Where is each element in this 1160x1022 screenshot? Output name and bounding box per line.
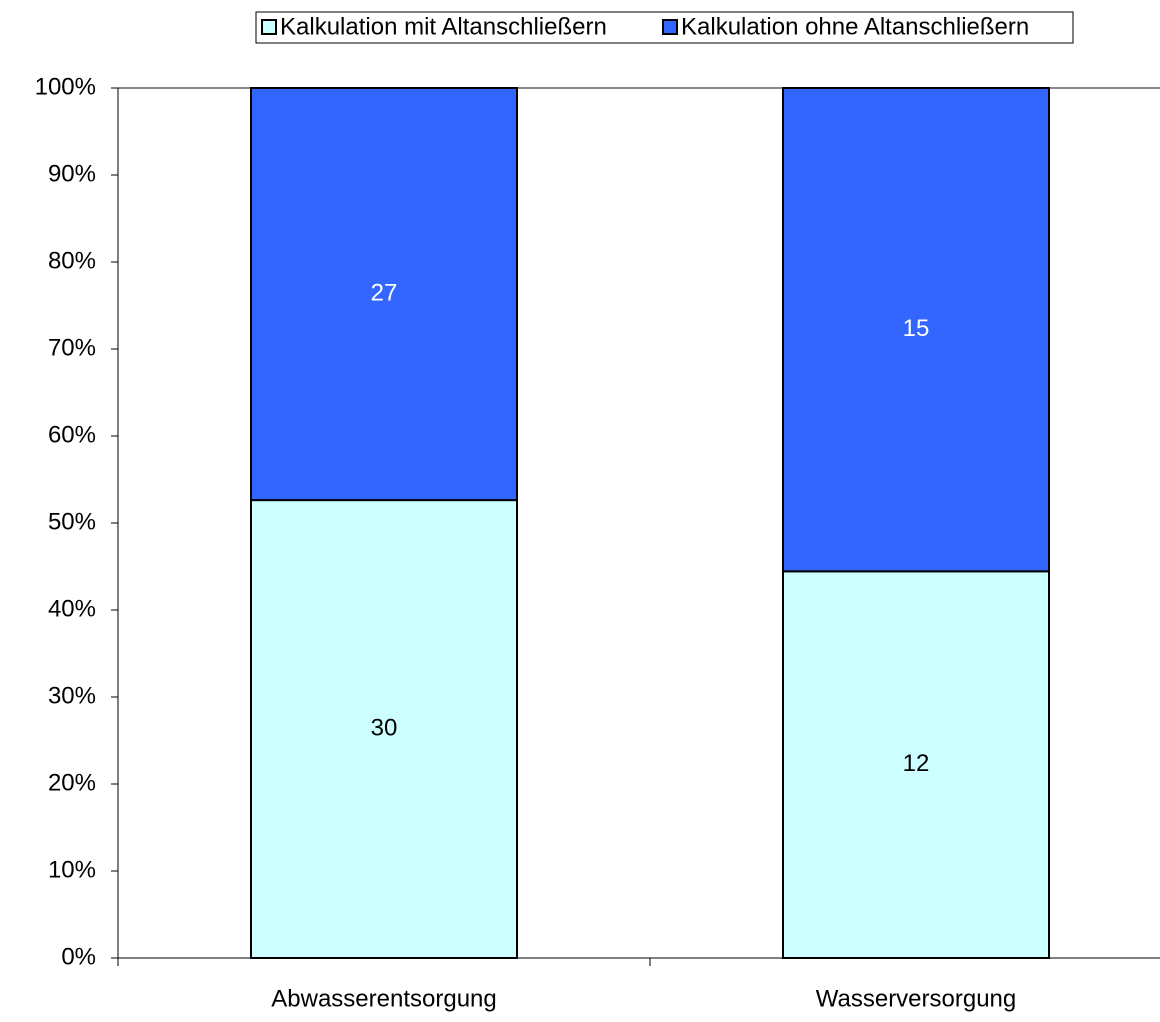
- y-tick-label: 90%: [48, 160, 96, 187]
- legend-swatch: [662, 19, 678, 35]
- data-label: 30: [371, 714, 398, 741]
- data-label: 12: [903, 750, 930, 777]
- y-tick-label: 30%: [48, 682, 96, 709]
- x-tick-label: Abwasserentsorgung: [271, 985, 496, 1012]
- y-tick-label: 0%: [61, 943, 96, 970]
- y-tick-label: 60%: [48, 421, 96, 448]
- y-tick-label: 10%: [48, 856, 96, 883]
- bar: [250, 499, 518, 959]
- bar: [782, 87, 1050, 573]
- y-tick-label: 70%: [48, 334, 96, 361]
- y-tick-label: 100%: [35, 73, 96, 100]
- y-tick-label: 20%: [48, 769, 96, 796]
- x-tick-label: Wasserversorgung: [816, 985, 1017, 1012]
- y-tick-label: 40%: [48, 595, 96, 622]
- legend-label: Kalkulation mit Altanschließern: [280, 13, 607, 40]
- y-tick-label: 80%: [48, 247, 96, 274]
- bar: [250, 87, 518, 502]
- data-label: 27: [371, 279, 398, 306]
- y-tick-label: 50%: [48, 508, 96, 535]
- legend-swatch: [261, 19, 277, 35]
- data-label: 15: [903, 315, 930, 342]
- legend-label: Kalkulation ohne Altanschließern: [681, 13, 1029, 40]
